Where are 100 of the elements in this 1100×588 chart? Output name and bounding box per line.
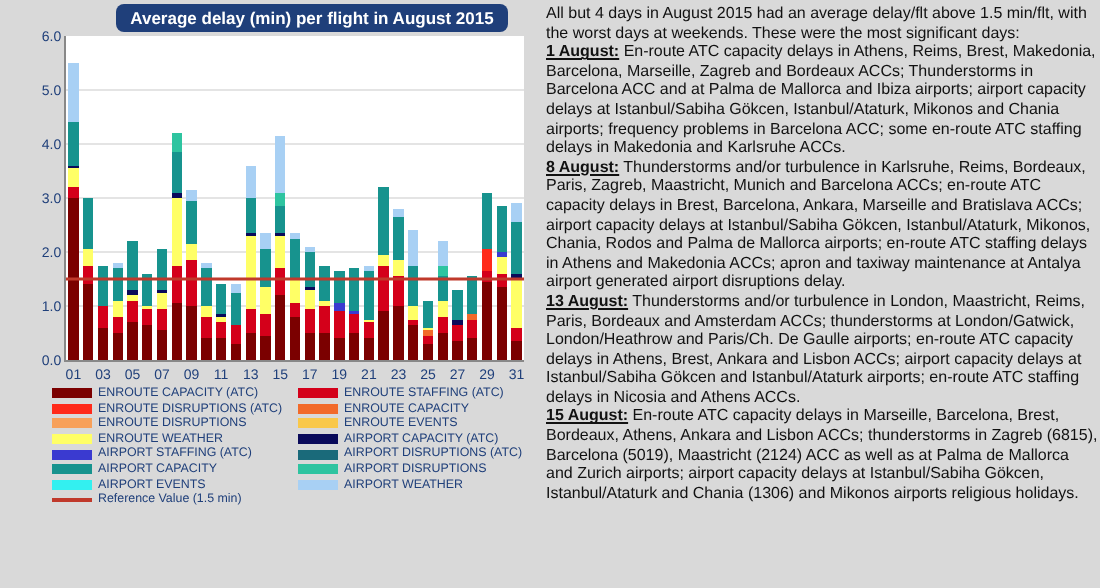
bar xyxy=(127,322,138,360)
bar xyxy=(289,238,301,279)
bar xyxy=(97,306,109,328)
bar xyxy=(260,335,271,360)
bar xyxy=(275,135,286,193)
bar xyxy=(393,208,404,217)
bar xyxy=(275,192,286,207)
bar xyxy=(275,295,286,360)
bar xyxy=(156,292,168,309)
bar xyxy=(437,300,448,317)
bar xyxy=(437,241,448,266)
bar xyxy=(156,249,168,290)
bar xyxy=(127,300,138,323)
bar xyxy=(171,133,182,153)
bar xyxy=(230,343,242,360)
bar xyxy=(171,198,182,266)
bar xyxy=(289,233,301,239)
bar xyxy=(511,279,522,328)
bar xyxy=(289,303,301,317)
bar xyxy=(378,265,389,312)
bar xyxy=(437,333,448,360)
bar xyxy=(215,284,227,315)
bar xyxy=(422,300,434,328)
bar xyxy=(275,206,286,234)
bar xyxy=(245,235,256,309)
bar xyxy=(334,338,345,360)
bar xyxy=(496,287,507,360)
bar xyxy=(112,316,123,333)
bar xyxy=(186,306,197,360)
bar xyxy=(230,284,242,293)
bar xyxy=(127,241,138,290)
bar xyxy=(201,262,212,269)
bar xyxy=(260,233,271,250)
text: 15 August: En-route ATC capacity delays in Marseille, Barcelona, Brest, Bordeaux, Athens, Ankara and Lisbon ACCs; thunderstorms in Zagreb (6815), Barcelona (5019), Maastricht (2124) ACC as well as at Palma de Mallorca and Zurich airports; airport capacity delays at Istanbul/Sabiha Gökcen, Istanbul/Ataturk and Chania (1306) and Mikonos airports religious holidays. xyxy=(546,406,1098,502)
bar xyxy=(112,268,123,301)
bar xyxy=(127,295,138,301)
bar xyxy=(245,308,256,333)
bar xyxy=(245,333,256,360)
bar xyxy=(230,292,242,325)
bar xyxy=(127,289,138,296)
bar xyxy=(408,230,419,266)
bar xyxy=(68,187,79,198)
bar xyxy=(260,287,271,315)
bar xyxy=(511,327,522,342)
bar xyxy=(289,316,301,360)
bar xyxy=(201,316,212,339)
bar xyxy=(304,333,315,360)
bar xyxy=(363,338,375,360)
bar xyxy=(319,265,330,301)
bar xyxy=(378,187,389,255)
bar xyxy=(511,203,522,223)
bar xyxy=(230,324,242,344)
bar xyxy=(334,311,345,339)
bar xyxy=(304,308,315,333)
bar xyxy=(112,300,123,317)
bar xyxy=(68,63,79,123)
bar xyxy=(156,330,168,360)
bar xyxy=(112,333,123,360)
bar xyxy=(511,222,522,274)
bar xyxy=(452,289,463,320)
bar xyxy=(393,306,404,360)
bar xyxy=(467,276,478,315)
text: 13 August: Thunderstorms and/or turbulence in London, Maastricht, Reims, Paris, Bordeaux and Amsterdam ACCs; thunderstorms at London/Gatwick, London/Heathrow and Paris/Ch. De Gaulle airports; en-route ATC capacity delays in Athens, Brest, Ankara and Lisbon ACCs; airport capacity delays at Istanbul/Sabiha Gökcen and Istanbul/Ataturk airports; en-route ATC staffing delays in Nicosia and Athens ACCs. xyxy=(546,291,1085,406)
bar xyxy=(186,260,197,306)
bar xyxy=(245,165,256,198)
bar xyxy=(452,324,463,342)
bar xyxy=(452,319,463,325)
bar xyxy=(304,289,315,309)
bar xyxy=(496,206,507,252)
bar xyxy=(83,284,94,360)
text: 8 August: Thunderstorms and/or turbulence in Karlsruhe, Reims, Bordeaux, Paris, Zagreb, Maastricht, Munich and Barcelona ACCs; en-route ATC capacity delays in Brest, Barcelona, Ankara, Marseille and Bratislava ACCs; airport capacity delays at Istanbul/Sabiha Gökcen, Istanbul/Ataturk, Mikonos, Chania, Rodos and Palma de Mallorca airports; en-route ATC staffing delays in Athens and Makedonia ACCs; apron and taxiway maintenance at Antalya airport generated airport disruptions delay. xyxy=(546,157,1091,291)
text: All but 4 days in August 2015 had an average delay/flt above 1.5 min/flt, with the worst days at weekends. These were the most significant days: xyxy=(546,4,1089,43)
bar xyxy=(334,270,345,304)
bar xyxy=(215,322,227,339)
bar xyxy=(68,198,79,360)
bar xyxy=(481,281,493,360)
bar xyxy=(393,276,404,306)
bar xyxy=(422,343,434,360)
bar xyxy=(142,324,153,360)
bar xyxy=(481,249,493,271)
bar xyxy=(275,235,286,269)
bar xyxy=(68,122,79,166)
bar xyxy=(215,338,227,360)
bar xyxy=(186,189,197,201)
bar xyxy=(408,324,419,360)
bar xyxy=(319,306,330,333)
bar xyxy=(348,333,360,360)
bar xyxy=(83,198,94,250)
bar xyxy=(422,330,434,336)
bar xyxy=(201,306,212,317)
bar xyxy=(467,338,478,360)
bar xyxy=(481,192,493,250)
bar xyxy=(496,257,507,274)
bar xyxy=(393,260,404,277)
text: 1 August: En-route ATC capacity delays in Athens, Reims, Brest, Makedonia, Barcelona, Marseille, Zagreb and Bordeaux ACCs; Thunderstorms in Barcelona ACC and at Palma de Mallorca and Ibiza airports; airport capacity delays at Istanbul/Sabiha Gökcen, Istanbul/Ataturk, Mikonos and Chania airports; frequency problems in Barcelona ACC; some en-route ATC staffing delays in Makedonia and Karlsruhe ACCs. xyxy=(546,42,1096,157)
bar xyxy=(467,314,478,320)
bar xyxy=(186,243,197,261)
bar xyxy=(97,327,109,360)
bar xyxy=(348,314,360,333)
bar xyxy=(408,306,419,320)
